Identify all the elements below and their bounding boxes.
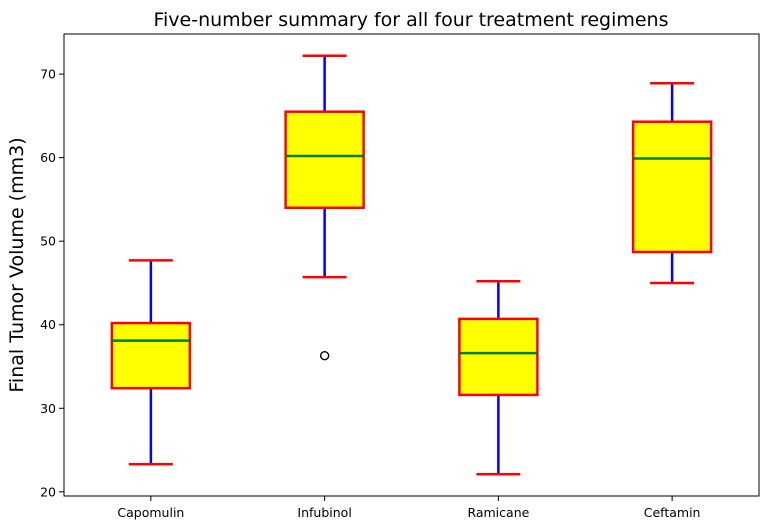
y-tick-label: 50 xyxy=(40,234,56,249)
plot-area: 20 30 40 50 60 70 Capomulin Infubinol Ramicane Ce… xyxy=(40,54,713,520)
outlier-point xyxy=(319,350,330,361)
iqr-box xyxy=(458,317,539,397)
x-tick-label: Capomulin xyxy=(117,505,184,520)
y-axis-label: Final Tumor Volume (mm3) xyxy=(6,137,28,392)
iqr-box xyxy=(110,321,192,390)
y-tick-label: 40 xyxy=(40,317,56,332)
plot-frame xyxy=(63,33,760,497)
y-tick-label: 70 xyxy=(40,67,56,82)
iqr-box xyxy=(631,120,713,254)
x-tick-label: Infubinol xyxy=(297,505,351,520)
y-tick-label: 60 xyxy=(40,150,56,165)
chart-title: Five-number summary for all four treatme… xyxy=(153,9,668,31)
x-tick-label: Ramicane xyxy=(467,505,529,520)
y-tick-label: 20 xyxy=(40,484,56,499)
iqr-box xyxy=(284,110,365,210)
y-tick-label: 30 xyxy=(40,401,56,416)
x-tick-label: Ceftamin xyxy=(644,505,701,520)
